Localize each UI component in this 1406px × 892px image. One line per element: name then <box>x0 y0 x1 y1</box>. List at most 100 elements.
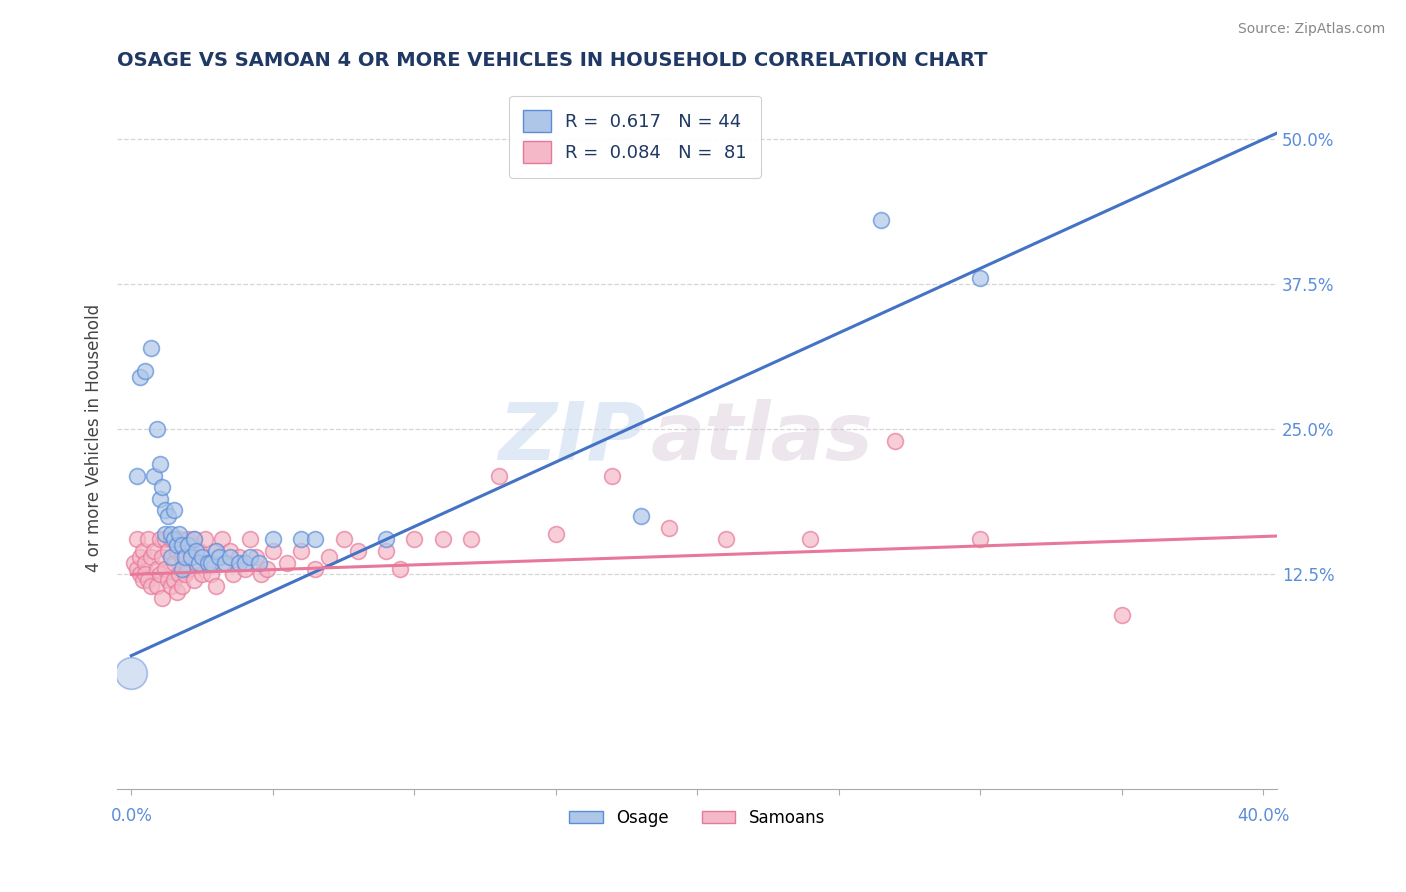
Point <box>250 567 273 582</box>
Point <box>205 544 228 558</box>
Point <box>432 533 454 547</box>
Point <box>304 533 326 547</box>
Point <box>160 526 183 541</box>
Point <box>160 533 183 547</box>
Point <box>318 549 340 564</box>
Point <box>172 549 194 564</box>
Legend: Osage, Samoans: Osage, Samoans <box>562 802 832 834</box>
Text: 40.0%: 40.0% <box>1237 806 1289 824</box>
Point <box>149 457 172 471</box>
Point <box>128 549 150 564</box>
Point <box>200 567 222 582</box>
Point <box>134 364 156 378</box>
Point <box>1111 607 1133 622</box>
Point <box>169 533 191 547</box>
Point <box>157 509 180 524</box>
Point <box>389 561 412 575</box>
Point <box>191 549 214 564</box>
Point <box>188 544 211 558</box>
Text: Source: ZipAtlas.com: Source: ZipAtlas.com <box>1237 22 1385 37</box>
Point <box>169 567 191 582</box>
Point <box>160 579 183 593</box>
Point <box>214 556 236 570</box>
Point <box>191 567 214 582</box>
Point <box>211 533 233 547</box>
Point <box>122 556 145 570</box>
Text: atlas: atlas <box>651 399 873 477</box>
Point <box>157 573 180 587</box>
Point <box>884 434 907 448</box>
Point <box>174 549 197 564</box>
Point <box>233 561 256 575</box>
Point <box>143 544 166 558</box>
Point <box>186 556 208 570</box>
Point <box>602 468 624 483</box>
Point <box>233 556 256 570</box>
Point <box>155 533 177 547</box>
Point <box>180 549 202 564</box>
Text: OSAGE VS SAMOAN 4 OR MORE VEHICLES IN HOUSEHOLD CORRELATION CHART: OSAGE VS SAMOAN 4 OR MORE VEHICLES IN HO… <box>117 51 987 70</box>
Point <box>139 341 162 355</box>
Point <box>128 370 150 384</box>
Point <box>152 480 174 494</box>
Point <box>208 549 231 564</box>
Point <box>134 567 156 582</box>
Point <box>136 573 159 587</box>
Point <box>125 533 148 547</box>
Point <box>222 567 245 582</box>
Point <box>183 533 205 547</box>
Y-axis label: 4 or more Vehicles in Household: 4 or more Vehicles in Household <box>86 304 103 572</box>
Point <box>304 561 326 575</box>
Point <box>139 549 162 564</box>
Point <box>239 533 262 547</box>
Point <box>155 503 177 517</box>
Point <box>163 533 186 547</box>
Point <box>177 561 200 575</box>
Point <box>332 533 354 547</box>
Point <box>134 556 156 570</box>
Point <box>219 549 242 564</box>
Point <box>228 549 250 564</box>
Point <box>149 491 172 506</box>
Point <box>163 573 186 587</box>
Point <box>155 526 177 541</box>
Point <box>200 556 222 570</box>
Point <box>143 468 166 483</box>
Point <box>146 579 169 593</box>
Point <box>172 538 194 552</box>
Point <box>177 538 200 552</box>
Point <box>163 556 186 570</box>
Point <box>247 556 270 570</box>
Point <box>375 544 398 558</box>
Point <box>544 526 567 541</box>
Point <box>163 503 186 517</box>
Point <box>714 533 737 547</box>
Point <box>166 538 188 552</box>
Point <box>219 544 242 558</box>
Point <box>174 567 197 582</box>
Point <box>205 579 228 593</box>
Point <box>172 579 194 593</box>
Text: ZIP: ZIP <box>498 399 645 477</box>
Point <box>131 573 153 587</box>
Point <box>169 526 191 541</box>
Point <box>120 666 142 681</box>
Point <box>146 422 169 436</box>
Point <box>177 533 200 547</box>
Point <box>125 561 148 575</box>
Point <box>166 584 188 599</box>
Point <box>969 533 991 547</box>
Point <box>262 544 284 558</box>
Point <box>155 561 177 575</box>
Point <box>146 561 169 575</box>
Point <box>197 556 219 570</box>
Point <box>262 533 284 547</box>
Point <box>228 556 250 570</box>
Point <box>139 579 162 593</box>
Point <box>152 549 174 564</box>
Point <box>149 567 172 582</box>
Point <box>488 468 510 483</box>
Point <box>969 271 991 285</box>
Point <box>149 533 172 547</box>
Point <box>290 544 312 558</box>
